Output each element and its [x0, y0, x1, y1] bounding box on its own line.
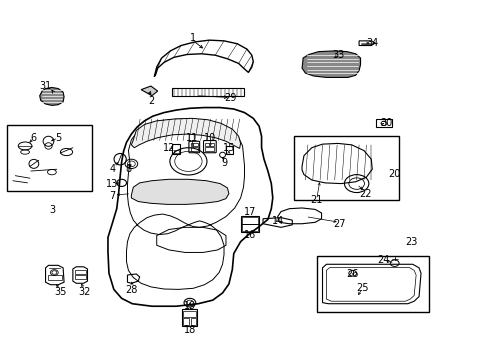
Text: 29: 29: [224, 93, 237, 103]
Text: 14: 14: [271, 216, 283, 226]
Text: 5: 5: [55, 133, 61, 143]
Polygon shape: [131, 118, 240, 148]
Bar: [316, 256, 428, 312]
Text: 21: 21: [310, 195, 322, 205]
Text: 26: 26: [346, 269, 358, 279]
Bar: [183, 318, 188, 325]
Bar: [375, 119, 391, 127]
Text: 11: 11: [185, 133, 198, 143]
Text: 10: 10: [204, 133, 216, 143]
Polygon shape: [141, 86, 158, 96]
Bar: [225, 146, 232, 154]
Text: 7: 7: [108, 191, 115, 201]
Polygon shape: [40, 87, 64, 105]
Text: 35: 35: [54, 287, 66, 297]
Bar: [240, 216, 259, 232]
Text: 1: 1: [190, 33, 196, 43]
Text: 33: 33: [331, 50, 344, 60]
Bar: [173, 149, 178, 153]
Text: 2: 2: [148, 96, 155, 106]
Text: 9: 9: [221, 158, 226, 168]
Text: 12: 12: [163, 143, 175, 153]
Bar: [182, 309, 196, 326]
Text: 4: 4: [110, 164, 116, 174]
Bar: [75, 275, 85, 279]
Text: 6: 6: [31, 133, 37, 143]
Bar: [205, 143, 214, 146]
Polygon shape: [131, 179, 228, 204]
Bar: [47, 275, 62, 280]
Text: 30: 30: [380, 118, 392, 128]
Text: 3: 3: [49, 206, 55, 216]
Bar: [172, 88, 244, 96]
Text: 17: 17: [244, 207, 256, 217]
Text: 15: 15: [222, 143, 235, 153]
Bar: [75, 270, 85, 274]
Text: 25: 25: [356, 283, 368, 293]
Bar: [172, 144, 180, 154]
Text: 28: 28: [125, 285, 137, 296]
Text: 13: 13: [105, 179, 118, 189]
Bar: [190, 147, 197, 150]
Text: 31: 31: [40, 81, 52, 91]
Text: 8: 8: [125, 164, 131, 174]
Text: 32: 32: [78, 287, 91, 297]
Bar: [294, 136, 398, 200]
Text: 27: 27: [333, 219, 345, 229]
Text: 19: 19: [183, 301, 196, 311]
Bar: [242, 225, 257, 231]
Bar: [6, 125, 92, 192]
Text: 18: 18: [183, 325, 196, 335]
Text: 23: 23: [404, 237, 417, 247]
Text: 20: 20: [387, 168, 400, 179]
Bar: [205, 147, 214, 150]
Bar: [190, 318, 195, 325]
Text: 22: 22: [359, 189, 371, 199]
Bar: [183, 311, 195, 317]
Text: 24: 24: [377, 255, 389, 265]
Bar: [242, 217, 257, 224]
Text: 16: 16: [244, 230, 256, 239]
Text: 34: 34: [366, 38, 378, 48]
Polygon shape: [302, 51, 360, 77]
Bar: [190, 143, 197, 146]
